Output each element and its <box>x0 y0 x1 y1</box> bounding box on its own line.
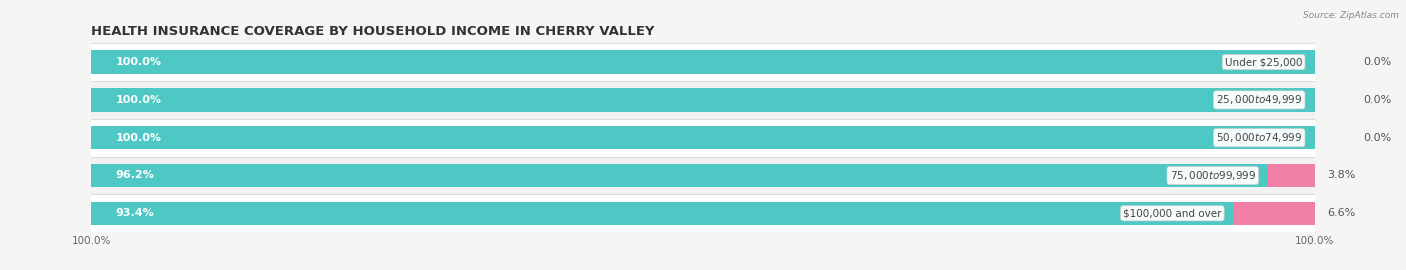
Text: 100.0%: 100.0% <box>115 57 162 67</box>
Bar <box>91 126 1315 149</box>
Text: 0.0%: 0.0% <box>1364 133 1392 143</box>
Bar <box>91 88 1315 112</box>
Bar <box>91 157 1315 194</box>
Bar <box>1268 164 1315 187</box>
Text: HEALTH INSURANCE COVERAGE BY HOUSEHOLD INCOME IN CHERRY VALLEY: HEALTH INSURANCE COVERAGE BY HOUSEHOLD I… <box>91 25 655 38</box>
Bar <box>91 126 1315 149</box>
Text: 96.2%: 96.2% <box>115 170 155 181</box>
Bar <box>91 81 1315 119</box>
Bar <box>91 88 1315 112</box>
Bar <box>91 194 1315 232</box>
Bar <box>91 119 1315 157</box>
Text: Source: ZipAtlas.com: Source: ZipAtlas.com <box>1303 11 1399 20</box>
Bar <box>91 164 1315 187</box>
Text: 0.0%: 0.0% <box>1364 95 1392 105</box>
Text: 93.4%: 93.4% <box>115 208 155 218</box>
Text: Under $25,000: Under $25,000 <box>1225 57 1302 67</box>
Bar <box>91 50 1315 74</box>
Text: 6.6%: 6.6% <box>1327 208 1355 218</box>
Bar <box>91 202 1315 225</box>
Text: $50,000 to $74,999: $50,000 to $74,999 <box>1216 131 1302 144</box>
Text: 100.0%: 100.0% <box>115 95 162 105</box>
Bar <box>91 164 1268 187</box>
Text: 0.0%: 0.0% <box>1364 57 1392 67</box>
Text: $25,000 to $49,999: $25,000 to $49,999 <box>1216 93 1302 106</box>
Text: 100.0%: 100.0% <box>115 133 162 143</box>
Text: 3.8%: 3.8% <box>1327 170 1355 181</box>
Bar <box>1234 202 1315 225</box>
Text: $75,000 to $99,999: $75,000 to $99,999 <box>1170 169 1256 182</box>
Bar <box>91 202 1234 225</box>
Bar <box>91 43 1315 81</box>
Bar <box>91 50 1315 74</box>
Text: $100,000 and over: $100,000 and over <box>1123 208 1222 218</box>
